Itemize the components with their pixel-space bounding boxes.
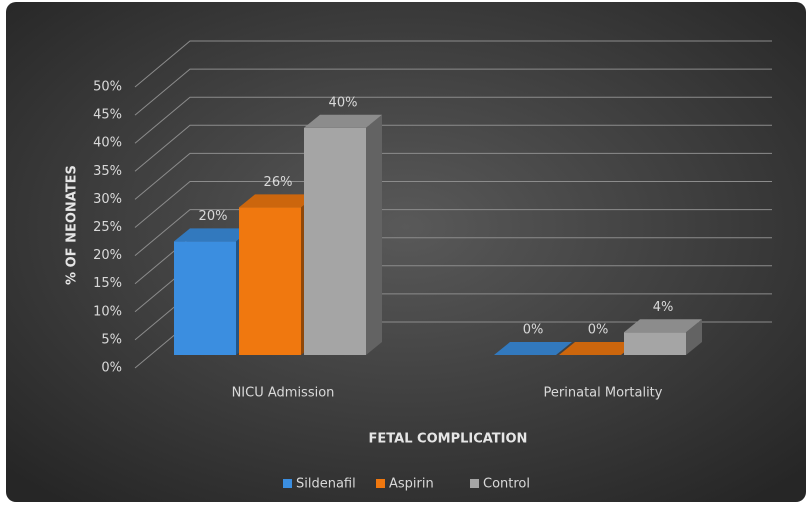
x-tick-label: NICU Admission — [232, 386, 335, 401]
bar-front — [624, 332, 686, 355]
bar — [304, 114, 382, 355]
bar-top — [304, 114, 382, 128]
value-label: 20% — [199, 209, 228, 224]
y-tick-label: 15% — [93, 276, 122, 291]
bar-front — [239, 207, 301, 355]
x-tick-label: Perinatal Mortality — [544, 386, 663, 401]
value-label: 0% — [523, 323, 544, 338]
y-tick-label: 35% — [93, 164, 122, 179]
bar-side — [366, 114, 382, 355]
legend-marker — [376, 479, 385, 488]
x-axis-label: FETAL COMPLICATION — [369, 432, 528, 447]
grid-line — [134, 152, 772, 200]
bar-front — [304, 127, 366, 355]
bar — [494, 342, 572, 355]
bar-top — [624, 319, 702, 333]
bar — [624, 319, 702, 355]
grid-line — [134, 68, 772, 116]
legend-label: Aspirin — [389, 477, 434, 492]
y-tick-label: 30% — [93, 192, 122, 207]
chart-background — [6, 2, 806, 502]
y-tick-label: 10% — [93, 304, 122, 319]
grid-line — [134, 181, 772, 228]
bar-top — [494, 342, 572, 355]
grid-line — [134, 96, 772, 144]
bar — [559, 342, 637, 355]
grid-line — [134, 40, 772, 88]
value-label: 40% — [329, 95, 358, 110]
y-tick-label: 40% — [93, 136, 122, 151]
bar-top — [239, 194, 317, 208]
bar-side — [686, 319, 702, 355]
legend-label: Sildenafil — [296, 477, 356, 492]
bar-top — [174, 228, 252, 242]
legend-label: Control — [483, 477, 530, 492]
grid-line — [134, 209, 772, 256]
y-tick-label: 0% — [101, 361, 122, 376]
y-tick-label: 50% — [93, 80, 122, 95]
value-label: 0% — [588, 323, 609, 338]
y-tick-label: 45% — [93, 108, 122, 123]
y-tick-label: 20% — [93, 248, 122, 263]
y-tick-label: 5% — [101, 332, 122, 347]
legend-marker — [283, 479, 292, 488]
value-label: 4% — [653, 300, 674, 315]
legend-marker — [470, 479, 479, 488]
bar-top — [559, 342, 637, 355]
y-axis-label: % OF NEONATES — [65, 165, 80, 285]
grid-line — [134, 124, 772, 172]
bar-front — [174, 241, 236, 355]
value-label: 26% — [264, 175, 293, 190]
y-tick-label: 25% — [93, 220, 122, 235]
